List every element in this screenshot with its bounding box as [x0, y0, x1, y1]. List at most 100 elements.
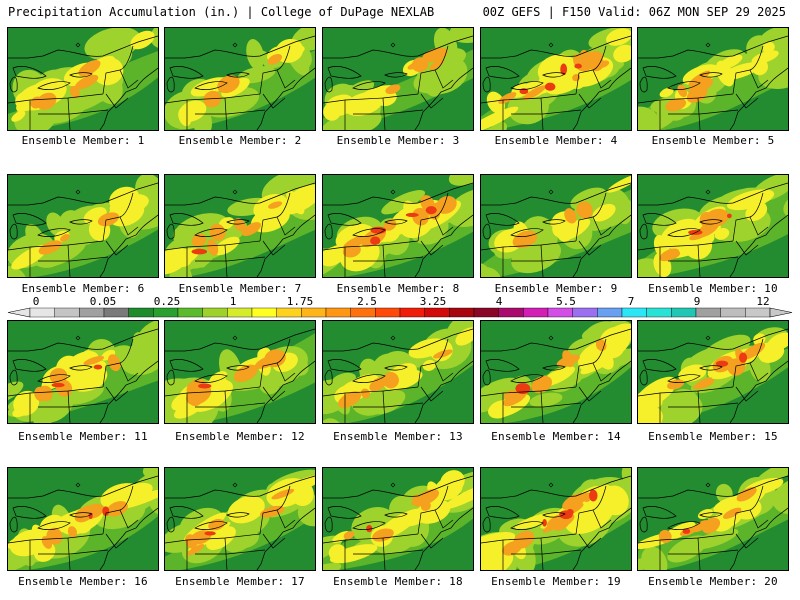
ensemble-member-label: Ensemble Member: 2: [178, 134, 302, 147]
colorbar-min-arrow: [7, 307, 31, 318]
map-boundaries: [638, 35, 788, 130]
map-title: Precipitation Accumulation (in.) | Colle…: [8, 5, 435, 19]
colorbar-swatch: [350, 307, 376, 318]
precip-map: [481, 468, 631, 570]
ensemble-member-map: [322, 320, 474, 424]
map-boundaries: [8, 182, 158, 277]
colorbar-tick-label: 3.25: [420, 296, 447, 308]
colorbar-swatch: [153, 307, 179, 318]
colorbar-swatch: [103, 307, 129, 318]
colorbar-swatch: [621, 307, 647, 318]
map-boundaries: [323, 328, 473, 423]
ensemble-member-map: [7, 27, 159, 131]
colorbar-swatch: [251, 307, 277, 318]
colorbar-swatch: [745, 307, 771, 318]
map-boundaries: [481, 182, 631, 277]
colorbar-swatch: [523, 307, 549, 318]
ensemble-member-map: [7, 174, 159, 278]
colorbar-swatch: [695, 307, 721, 318]
colorbar-swatch: [276, 307, 302, 318]
colorbar-tick-label: 2.5: [357, 296, 377, 308]
ensemble-member-label: Ensemble Member: 18: [333, 575, 463, 588]
ensemble-member-map: [322, 174, 474, 278]
colorbar-tick-label: 0.05: [90, 296, 117, 308]
map-boundaries: [165, 328, 315, 423]
colorbar-swatch: [325, 307, 351, 318]
ensemble-member-map: [637, 320, 789, 424]
map-boundaries: [323, 475, 473, 570]
ensemble-member-label: Ensemble Member: 10: [648, 282, 778, 295]
ensemble-member-map: [480, 320, 632, 424]
ensemble-member-map: [7, 320, 159, 424]
precip-map: [8, 321, 158, 423]
ensemble-member-label: Ensemble Member: 7: [178, 282, 302, 295]
ensemble-member-label: Ensemble Member: 12: [175, 430, 305, 443]
ensemble-member-label: Ensemble Member: 1: [21, 134, 145, 147]
ensemble-member-label: Ensemble Member: 11: [18, 430, 148, 443]
ensemble-member-label: Ensemble Member: 6: [21, 282, 145, 295]
map-boundaries: [8, 475, 158, 570]
ensemble-member-map: [637, 27, 789, 131]
ensemble-member-map: [637, 174, 789, 278]
ensemble-member-map: [480, 467, 632, 571]
colorbar-swatch: [646, 307, 672, 318]
colorbar-tick-label: 0.25: [154, 296, 181, 308]
colorbar-swatch: [227, 307, 253, 318]
ensemble-member-label: Ensemble Member: 15: [648, 430, 778, 443]
precip-map: [481, 321, 631, 423]
colorbar-swatch: [572, 307, 598, 318]
precip-map: [8, 28, 158, 130]
map-boundaries: [165, 35, 315, 130]
ensemble-member-label: Ensemble Member: 8: [336, 282, 460, 295]
precip-map: [8, 468, 158, 570]
precip-map: [638, 175, 788, 277]
ensemble-member-label: Ensemble Member: 3: [336, 134, 460, 147]
ensemble-member-label: Ensemble Member: 20: [648, 575, 778, 588]
map-boundaries: [638, 182, 788, 277]
ensemble-member-label: Ensemble Member: 5: [651, 134, 775, 147]
ensemble-member-map: [164, 320, 316, 424]
map-boundaries: [481, 475, 631, 570]
precip-map: [165, 321, 315, 423]
ensemble-member-map: [637, 467, 789, 571]
ensemble-member-label: Ensemble Member: 4: [494, 134, 618, 147]
precip-map: [323, 175, 473, 277]
ensemble-member-map: [322, 467, 474, 571]
colorbar-tick-label: 5.5: [556, 296, 576, 308]
precip-map: [638, 468, 788, 570]
ensemble-member-label: Ensemble Member: 19: [491, 575, 621, 588]
map-boundaries: [8, 328, 158, 423]
precip-map: [638, 321, 788, 423]
colorbar-swatch: [424, 307, 450, 318]
ensemble-member-map: [164, 174, 316, 278]
ensemble-member-map: [480, 27, 632, 131]
precip-map: [165, 175, 315, 277]
precip-map: [323, 28, 473, 130]
colorbar-swatch: [202, 307, 228, 318]
ensemble-member-map: [322, 27, 474, 131]
colorbar-tick-label: 1.75: [287, 296, 314, 308]
colorbar-swatch: [177, 307, 203, 318]
colorbar-swatch: [449, 307, 475, 318]
ensemble-member-label: Ensemble Member: 9: [494, 282, 618, 295]
colorbar-tick-label: 1: [230, 296, 237, 308]
colorbar-tick-label: 4: [496, 296, 503, 308]
ensemble-member-map: [164, 27, 316, 131]
colorbar-max-arrow: [769, 307, 793, 318]
ensemble-member-label: Ensemble Member: 13: [333, 430, 463, 443]
precip-map: [323, 468, 473, 570]
map-boundaries: [638, 475, 788, 570]
ensemble-member-label: Ensemble Member: 14: [491, 430, 621, 443]
ensemble-member-map: [164, 467, 316, 571]
colorbar-swatch: [79, 307, 105, 318]
map-boundaries: [323, 35, 473, 130]
colorbar-swatch: [498, 307, 524, 318]
colorbar-swatch: [720, 307, 746, 318]
ensemble-member-map: [7, 467, 159, 571]
map-boundaries: [638, 328, 788, 423]
map-boundaries: [481, 35, 631, 130]
colorbar-swatch: [29, 307, 55, 318]
map-boundaries: [165, 475, 315, 570]
precip-map: [638, 28, 788, 130]
run-valid-time: 00Z GEFS | F150 Valid: 06Z MON SEP 29 20…: [482, 5, 786, 19]
